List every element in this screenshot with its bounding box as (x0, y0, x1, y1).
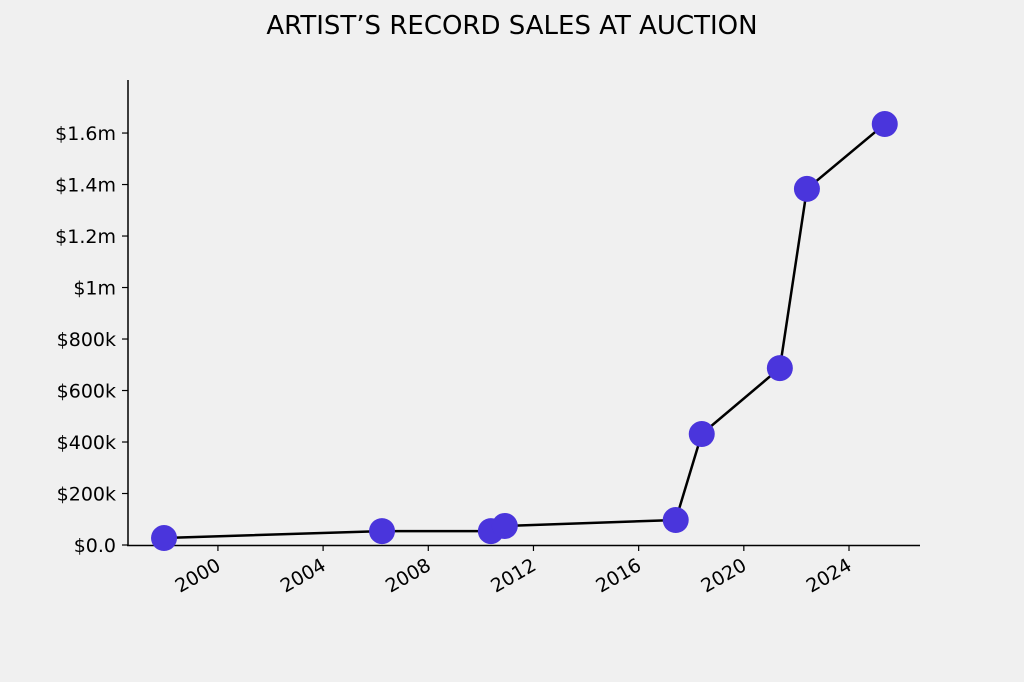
y-tick-label: $800k (57, 329, 116, 351)
point (871, 111, 898, 138)
chart-title: ARTIST’S RECORD SALES AT AUCTION (266, 11, 757, 41)
y-tick-label: $0.0 (74, 535, 116, 557)
y-tick-label: $1.2m (55, 226, 116, 248)
y-tick-label: $1.4m (55, 175, 116, 197)
point (766, 355, 793, 382)
point (151, 525, 178, 552)
y-tick-label: $1.6m (55, 123, 116, 145)
y-tick-label: $1m (73, 278, 116, 300)
point (793, 175, 820, 202)
point (491, 512, 518, 539)
point (369, 518, 396, 545)
point (662, 507, 689, 534)
y-tick-label: $400k (57, 432, 116, 454)
point (688, 421, 715, 448)
y-tick-label: $600k (57, 381, 116, 403)
y-tick-label: $200k (57, 484, 116, 506)
